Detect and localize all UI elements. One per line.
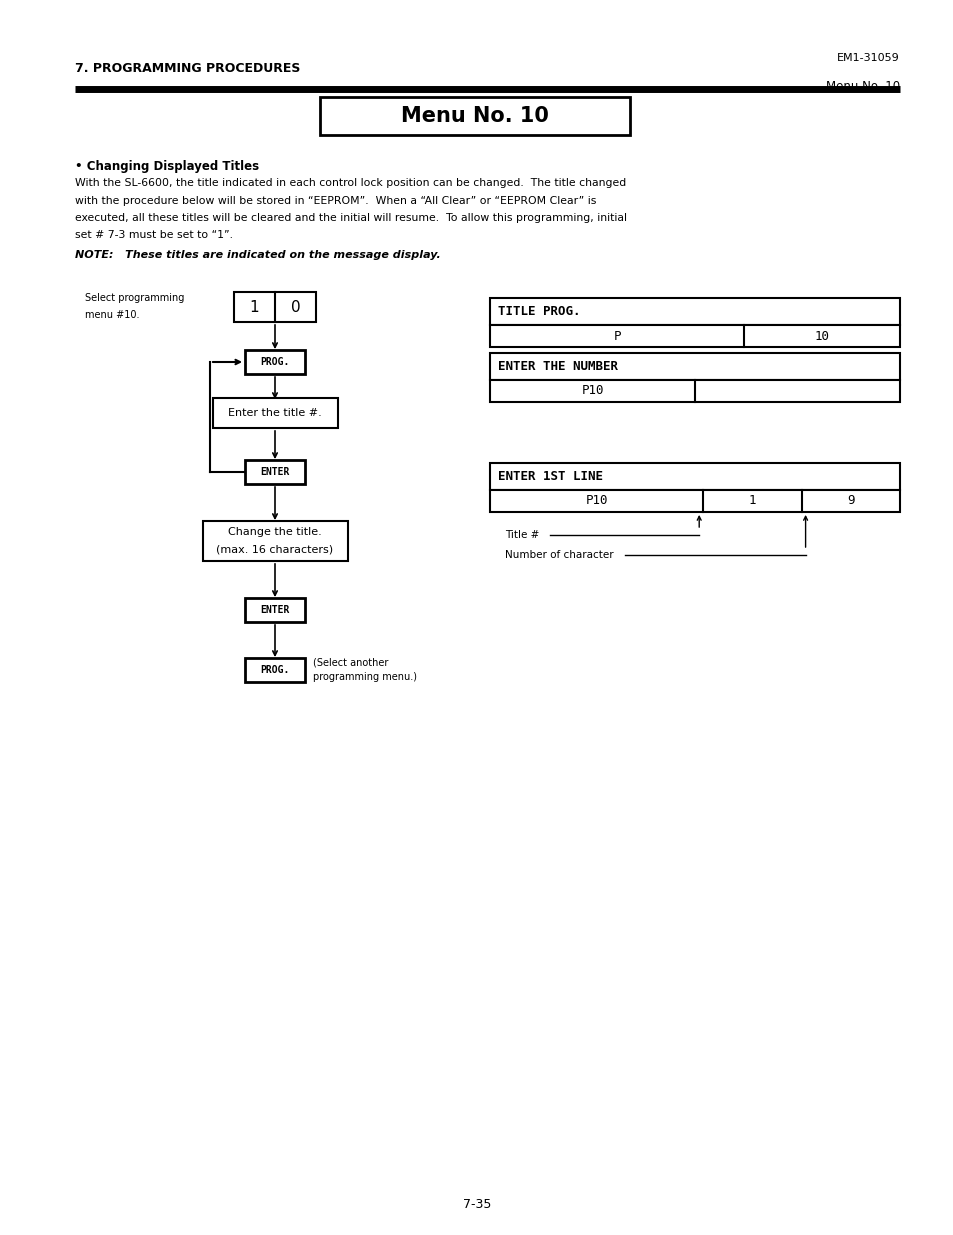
Text: 0: 0 — [291, 300, 300, 315]
Text: (Select another: (Select another — [313, 658, 388, 668]
Text: ENTER THE NUMBER: ENTER THE NUMBER — [497, 359, 618, 373]
Bar — [490, 298, 899, 325]
Text: PROG.: PROG. — [260, 357, 290, 367]
Text: Select programming: Select programming — [85, 293, 184, 303]
Text: 9: 9 — [846, 494, 854, 508]
Bar — [490, 353, 899, 380]
Text: P10: P10 — [580, 384, 603, 398]
Text: EM1-31059: EM1-31059 — [837, 53, 899, 63]
Bar — [319, 98, 629, 135]
Text: P10: P10 — [585, 494, 607, 508]
Text: NOTE:   These titles are indicated on the message display.: NOTE: These titles are indicated on the … — [75, 249, 440, 261]
Text: Change the title.: Change the title. — [228, 527, 321, 537]
Bar — [245, 658, 305, 682]
Text: executed, all these titles will be cleared and the initial will resume.  To allo: executed, all these titles will be clear… — [75, 212, 626, 224]
Text: Title #: Title # — [504, 530, 538, 540]
Text: Enter the title #.: Enter the title #. — [228, 408, 321, 417]
Bar — [245, 598, 305, 622]
Text: with the procedure below will be stored in “EEPROM”.  When a “All Clear” or “EEP: with the procedure below will be stored … — [75, 195, 596, 205]
Text: set # 7-3 must be set to “1”.: set # 7-3 must be set to “1”. — [75, 231, 233, 241]
Text: ENTER: ENTER — [260, 605, 290, 615]
Text: 7-35: 7-35 — [462, 1198, 491, 1212]
Text: 7. PROGRAMMING PROCEDURES: 7. PROGRAMMING PROCEDURES — [75, 62, 300, 75]
Text: ENTER: ENTER — [260, 467, 290, 477]
Text: PROG.: PROG. — [260, 664, 290, 676]
Bar — [233, 291, 315, 322]
Text: TITLE PROG.: TITLE PROG. — [497, 305, 579, 317]
Text: P: P — [613, 330, 620, 342]
Bar — [202, 521, 347, 561]
Bar — [490, 490, 899, 513]
Text: 10: 10 — [814, 330, 829, 342]
Text: ENTER 1ST LINE: ENTER 1ST LINE — [497, 471, 602, 483]
Bar — [245, 350, 305, 374]
Bar — [245, 459, 305, 484]
Text: (max. 16 characters): (max. 16 characters) — [216, 545, 334, 555]
Text: Menu No. 10: Menu No. 10 — [400, 106, 548, 126]
Text: Menu No. 10: Menu No. 10 — [825, 80, 899, 93]
Bar — [490, 325, 899, 347]
Text: With the SL-6600, the title indicated in each control lock position can be chang: With the SL-6600, the title indicated in… — [75, 178, 625, 188]
Bar — [490, 380, 899, 403]
Bar — [213, 398, 337, 429]
Text: Number of character: Number of character — [504, 550, 613, 559]
Text: • Changing Displayed Titles: • Changing Displayed Titles — [75, 161, 259, 173]
Text: programming menu.): programming menu.) — [313, 672, 416, 682]
Text: 1: 1 — [250, 300, 259, 315]
Bar — [490, 463, 899, 490]
Text: menu #10.: menu #10. — [85, 310, 139, 320]
Text: 1: 1 — [748, 494, 756, 508]
